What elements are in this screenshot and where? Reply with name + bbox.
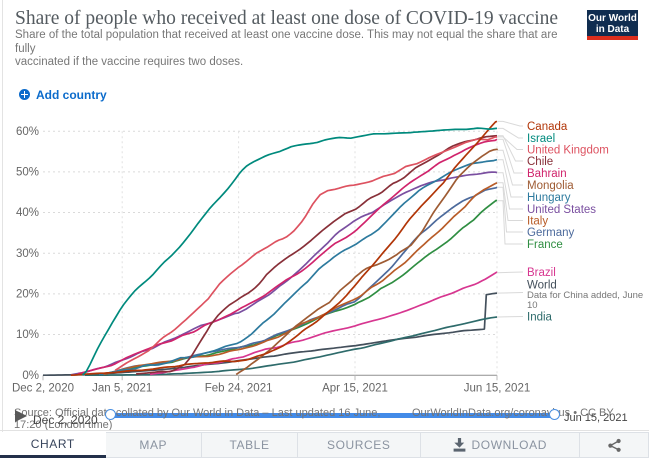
svg-text:50%: 50% <box>16 167 39 179</box>
svg-text:10: 10 <box>527 300 538 311</box>
svg-text:United States: United States <box>527 204 596 216</box>
svg-text:Chile: Chile <box>527 156 553 168</box>
svg-text:40%: 40% <box>16 207 39 219</box>
svg-text:Jun 15, 2021: Jun 15, 2021 <box>464 383 531 395</box>
svg-text:10%: 10% <box>16 329 39 341</box>
svg-text:Bahrain: Bahrain <box>527 168 567 180</box>
svg-text:Feb 24, 2021: Feb 24, 2021 <box>205 383 273 395</box>
svg-text:United Kingdom: United Kingdom <box>527 145 609 157</box>
svg-text:60%: 60% <box>16 126 39 138</box>
svg-text:Apr 15, 2021: Apr 15, 2021 <box>322 383 388 395</box>
svg-text:Dec 2, 2020: Dec 2, 2020 <box>12 383 74 395</box>
svg-text:30%: 30% <box>16 248 39 260</box>
svg-text:World: World <box>527 280 557 292</box>
svg-text:Data for China added, June: Data for China added, June <box>527 290 643 301</box>
svg-text:Canada: Canada <box>527 121 568 133</box>
svg-text:Mongolia: Mongolia <box>527 180 574 192</box>
svg-text:France: France <box>527 239 563 251</box>
svg-text:India: India <box>527 312 553 324</box>
svg-text:0%: 0% <box>22 370 39 382</box>
svg-text:Hungary: Hungary <box>527 192 571 204</box>
svg-text:Jan 5, 2021: Jan 5, 2021 <box>92 383 152 395</box>
svg-text:Brazil: Brazil <box>527 267 556 279</box>
svg-text:Germany: Germany <box>527 227 575 239</box>
svg-text:20%: 20% <box>16 289 39 301</box>
svg-text:Israel: Israel <box>527 133 555 145</box>
svg-text:Italy: Italy <box>527 216 548 228</box>
